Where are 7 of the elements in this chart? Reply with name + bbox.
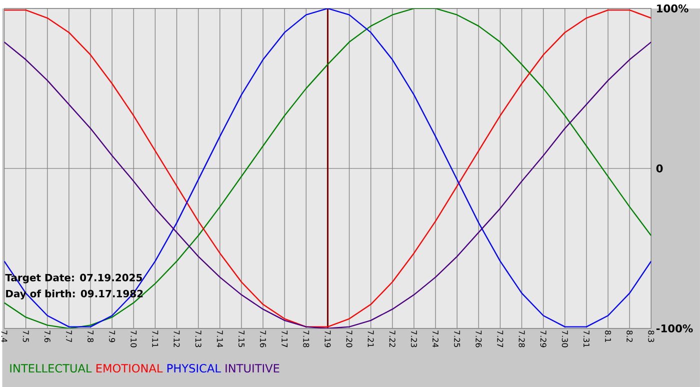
text: EMOTIONAL [96, 364, 163, 372]
y-tick-label: 100% [657, 4, 688, 12]
y-tick-label: 0 [656, 164, 663, 172]
text: PHYSICAL [167, 364, 221, 372]
text: INTELLECTUAL [10, 364, 92, 372]
text: INTUITIVE [226, 364, 280, 372]
y-tick-label: -100% [656, 324, 693, 332]
